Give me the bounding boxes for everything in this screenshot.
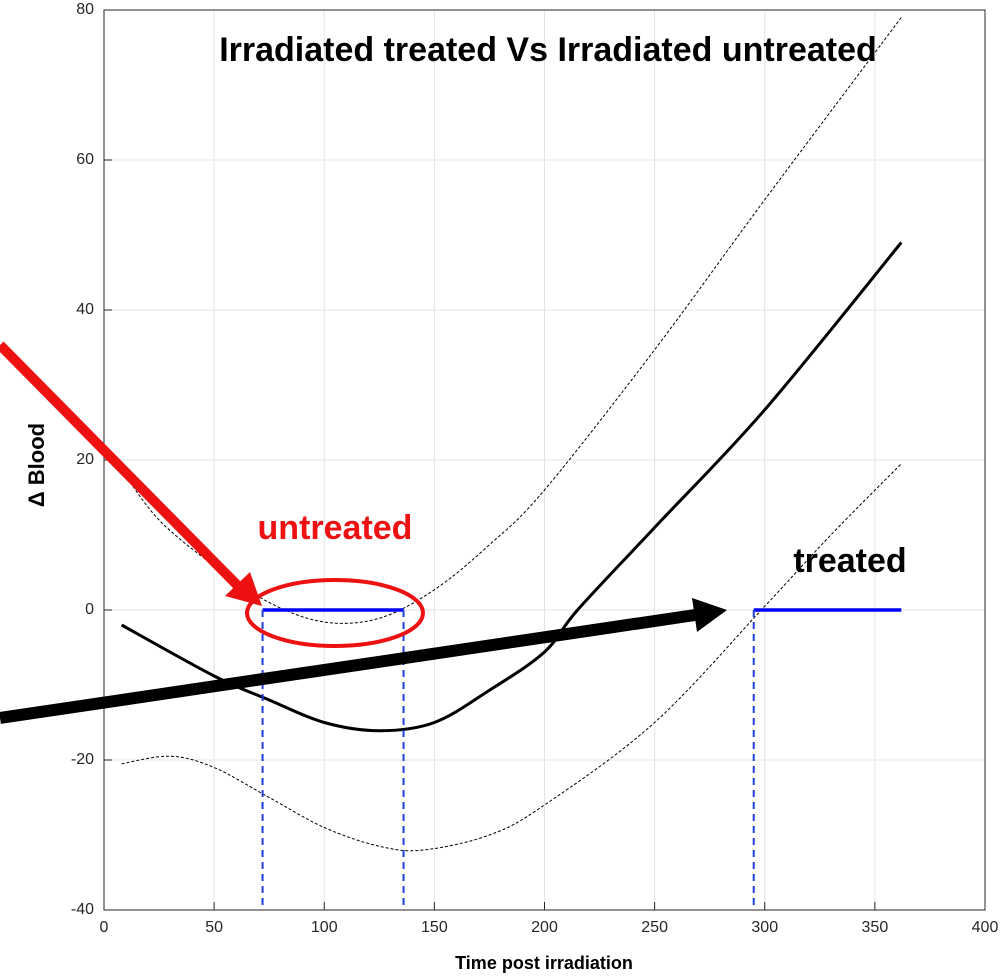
highlight-ellipse xyxy=(245,578,425,648)
y-tick-label: 60 xyxy=(76,151,94,168)
annotation: untreated xyxy=(258,509,413,547)
y-tick-label: 40 xyxy=(76,301,94,318)
x-tick-label: 300 xyxy=(751,919,778,936)
black-arrowhead xyxy=(692,598,727,632)
x-tick-label: 400 xyxy=(972,919,999,936)
red-arrow xyxy=(0,341,244,592)
x-axis-label: Time post irradiation xyxy=(455,953,633,973)
x-tick-label: 350 xyxy=(862,919,889,936)
x-tick-label: 150 xyxy=(421,919,448,936)
x-tick-label: 200 xyxy=(531,919,558,936)
y-tick-label: 20 xyxy=(76,451,94,468)
y-tick-label: -40 xyxy=(71,901,94,918)
curve xyxy=(120,241,903,733)
y-axis-label: Δ Blood xyxy=(24,423,49,507)
chart-title: Irradiated treated Vs Irradiated untreat… xyxy=(219,31,877,69)
x-tick-label: 100 xyxy=(311,919,338,936)
red-arrowhead xyxy=(225,572,262,606)
curve xyxy=(121,463,902,852)
black-arrow xyxy=(0,609,696,724)
y-tick-label: -20 xyxy=(71,751,94,768)
curve xyxy=(121,17,902,624)
x-tick-label: 50 xyxy=(205,919,223,936)
annotation: treated xyxy=(793,542,906,580)
y-tick-label: 0 xyxy=(85,601,94,618)
plot-frame xyxy=(103,9,986,911)
y-tick-label: 80 xyxy=(76,1,94,18)
x-tick-label: 0 xyxy=(100,919,109,936)
x-tick-label: 250 xyxy=(641,919,668,936)
